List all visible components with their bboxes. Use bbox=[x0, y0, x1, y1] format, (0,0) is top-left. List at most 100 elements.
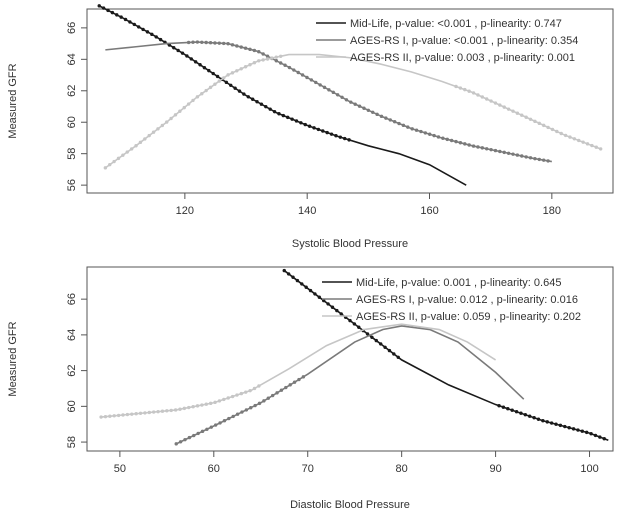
series-point bbox=[264, 104, 268, 109]
series-point bbox=[110, 10, 115, 15]
y-tick-label: 60 bbox=[66, 116, 78, 128]
series-point bbox=[476, 145, 480, 149]
series-point bbox=[484, 97, 489, 101]
series-point bbox=[121, 413, 125, 417]
series-point bbox=[327, 88, 331, 92]
series-point bbox=[384, 116, 388, 120]
series-point bbox=[340, 95, 344, 99]
series-point bbox=[388, 118, 392, 122]
x-tick-label: 160 bbox=[420, 205, 438, 217]
series-point bbox=[274, 59, 278, 63]
series-point bbox=[480, 95, 485, 99]
series-point bbox=[253, 403, 257, 408]
series-point bbox=[567, 426, 571, 430]
series-point bbox=[428, 132, 432, 136]
series-point bbox=[290, 117, 294, 121]
series-point bbox=[230, 71, 235, 75]
series-point bbox=[227, 416, 231, 421]
series-point bbox=[307, 124, 312, 128]
series-point bbox=[205, 427, 209, 431]
y-tick-label: 62 bbox=[66, 364, 78, 376]
series-point bbox=[261, 58, 265, 62]
series-point bbox=[585, 142, 590, 146]
series-point bbox=[221, 41, 226, 46]
series-point bbox=[186, 102, 191, 106]
series-point bbox=[252, 386, 257, 391]
series-point bbox=[352, 322, 357, 326]
series-point bbox=[528, 156, 533, 160]
series-point bbox=[514, 410, 519, 414]
series-point bbox=[134, 144, 138, 148]
series-point bbox=[173, 113, 178, 117]
series-point bbox=[330, 305, 335, 309]
y-tick-label: 60 bbox=[66, 400, 78, 412]
series-point bbox=[266, 396, 270, 400]
series-point bbox=[471, 91, 476, 95]
series-point bbox=[150, 32, 154, 37]
series-point bbox=[278, 54, 283, 58]
series-point bbox=[257, 50, 261, 54]
series-point bbox=[589, 432, 593, 436]
series-point bbox=[112, 159, 116, 164]
series-point bbox=[558, 423, 563, 428]
series-point bbox=[208, 41, 213, 45]
series-point bbox=[217, 41, 222, 45]
series-point bbox=[213, 423, 218, 427]
series-point bbox=[312, 126, 316, 130]
series-point bbox=[147, 133, 151, 138]
series-point bbox=[515, 111, 520, 115]
series-point bbox=[277, 112, 281, 116]
series-point bbox=[138, 411, 143, 416]
series-point bbox=[308, 288, 313, 293]
series-point bbox=[423, 131, 428, 135]
series-point bbox=[172, 46, 176, 50]
series-point bbox=[222, 397, 226, 402]
series-point bbox=[213, 41, 217, 45]
series-point bbox=[233, 86, 237, 90]
series-point bbox=[524, 155, 528, 159]
series-point bbox=[436, 135, 441, 139]
x-tick-label: 80 bbox=[396, 463, 408, 475]
series-point bbox=[305, 75, 309, 80]
series-point bbox=[239, 67, 243, 71]
series-point bbox=[103, 414, 108, 419]
series-point bbox=[134, 412, 138, 416]
series-point bbox=[563, 133, 568, 138]
series-point bbox=[138, 140, 143, 145]
series-point bbox=[300, 73, 305, 77]
series-point bbox=[406, 125, 410, 129]
series-2 bbox=[174, 325, 525, 446]
series-point bbox=[240, 410, 244, 414]
series-point bbox=[125, 150, 129, 154]
series-point bbox=[217, 79, 222, 83]
series-point bbox=[151, 130, 156, 134]
series-point bbox=[129, 147, 134, 151]
series-point bbox=[242, 92, 246, 96]
series-point bbox=[580, 429, 585, 433]
series-point bbox=[176, 48, 180, 53]
series-point bbox=[186, 40, 191, 45]
series-point bbox=[97, 4, 101, 8]
series-point bbox=[226, 396, 230, 400]
x-axis-title: Systolic Blood Pressure bbox=[292, 238, 408, 250]
series-point bbox=[204, 88, 208, 93]
series-point bbox=[313, 292, 317, 296]
series-point bbox=[274, 55, 278, 59]
legend-label: AGES-RS I, p-value: <0.001 , p-linearity… bbox=[350, 35, 578, 47]
series-point bbox=[445, 137, 449, 142]
series-point bbox=[576, 428, 580, 432]
series-point bbox=[335, 308, 339, 313]
series-point bbox=[222, 419, 227, 423]
series-point bbox=[301, 375, 306, 379]
legend-label: AGES-RS II, p-value: 0.059 , p-linearity… bbox=[356, 311, 581, 323]
series-point bbox=[160, 123, 165, 128]
series-point bbox=[555, 129, 559, 134]
series-point bbox=[275, 391, 279, 395]
chart-panel-1: 120 140 160 180 56 58 60 62 64 66 Systolic Blood P… bbox=[7, 4, 614, 250]
series-point bbox=[198, 63, 202, 67]
legend-label: Mid-Life, p-value: 0.001 , p-linearity: … bbox=[356, 277, 561, 289]
series-point bbox=[178, 440, 183, 444]
series-point bbox=[230, 394, 235, 399]
series-point bbox=[200, 40, 204, 44]
